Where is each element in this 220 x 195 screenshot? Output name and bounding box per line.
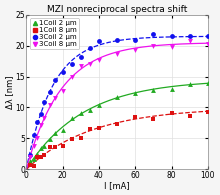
Point [35,155,39,158]
Point [39,113,42,116]
Point [206,35,210,38]
Point [28,153,32,156]
X-axis label: I [mA]: I [mA] [104,181,130,190]
Point [79,137,82,140]
Point [61,129,64,132]
Point [188,35,191,38]
Point [43,153,46,157]
Point [39,147,42,150]
Point [188,39,191,43]
Point [28,156,32,159]
Legend: 1Coil 2 μm, 1Coil 8 μm, 3Coil 2 μm, 3Coil 8 μm: 1Coil 2 μm, 1Coil 8 μm, 3Coil 2 μm, 3Coi… [30,18,79,49]
Point [53,145,57,149]
Point [188,82,191,85]
Point [134,115,137,119]
Point [134,38,137,41]
Point [97,58,101,62]
Point [32,144,35,148]
Point [152,45,155,48]
Point [152,118,155,121]
Point [48,145,52,148]
Point [61,144,64,147]
Point [88,46,92,50]
Point [134,49,137,52]
Point [79,55,82,58]
Point [188,115,191,118]
Point [61,89,64,92]
Point [79,64,82,67]
Point [43,117,46,120]
Point [70,76,73,79]
Point [170,45,173,48]
Point [115,122,119,126]
Point [70,116,73,120]
Point [115,95,119,98]
Point [88,108,92,112]
Point [61,70,64,73]
Point [70,62,73,65]
Point [35,136,39,140]
Point [152,32,155,35]
Point [70,137,73,141]
Point [79,111,82,114]
Point [28,159,32,162]
Point [170,35,173,38]
Point [115,39,119,42]
Point [88,62,92,65]
Point [39,124,42,127]
Point [48,90,52,93]
Point [152,88,155,91]
Point [32,164,35,167]
Point [115,53,119,56]
Point [206,111,210,114]
Point [32,158,35,161]
Point [35,120,39,123]
Point [97,103,101,106]
Point [39,155,42,158]
Point [170,112,173,115]
Y-axis label: Δλ [nm]: Δλ [nm] [5,75,14,109]
Point [134,92,137,95]
Point [206,42,210,45]
Point [53,132,57,135]
Point [53,97,57,100]
Title: MZI nonreciprocal spectra shift: MZI nonreciprocal spectra shift [47,5,187,14]
Point [97,39,101,43]
Point [97,127,101,130]
Point [206,82,210,85]
Point [170,88,173,91]
Point [48,137,52,140]
Point [43,101,46,104]
Point [53,79,57,82]
Point [35,152,39,155]
Point [48,103,52,106]
Point [43,145,46,148]
Point [32,133,35,136]
Point [28,164,32,167]
Point [88,127,92,130]
